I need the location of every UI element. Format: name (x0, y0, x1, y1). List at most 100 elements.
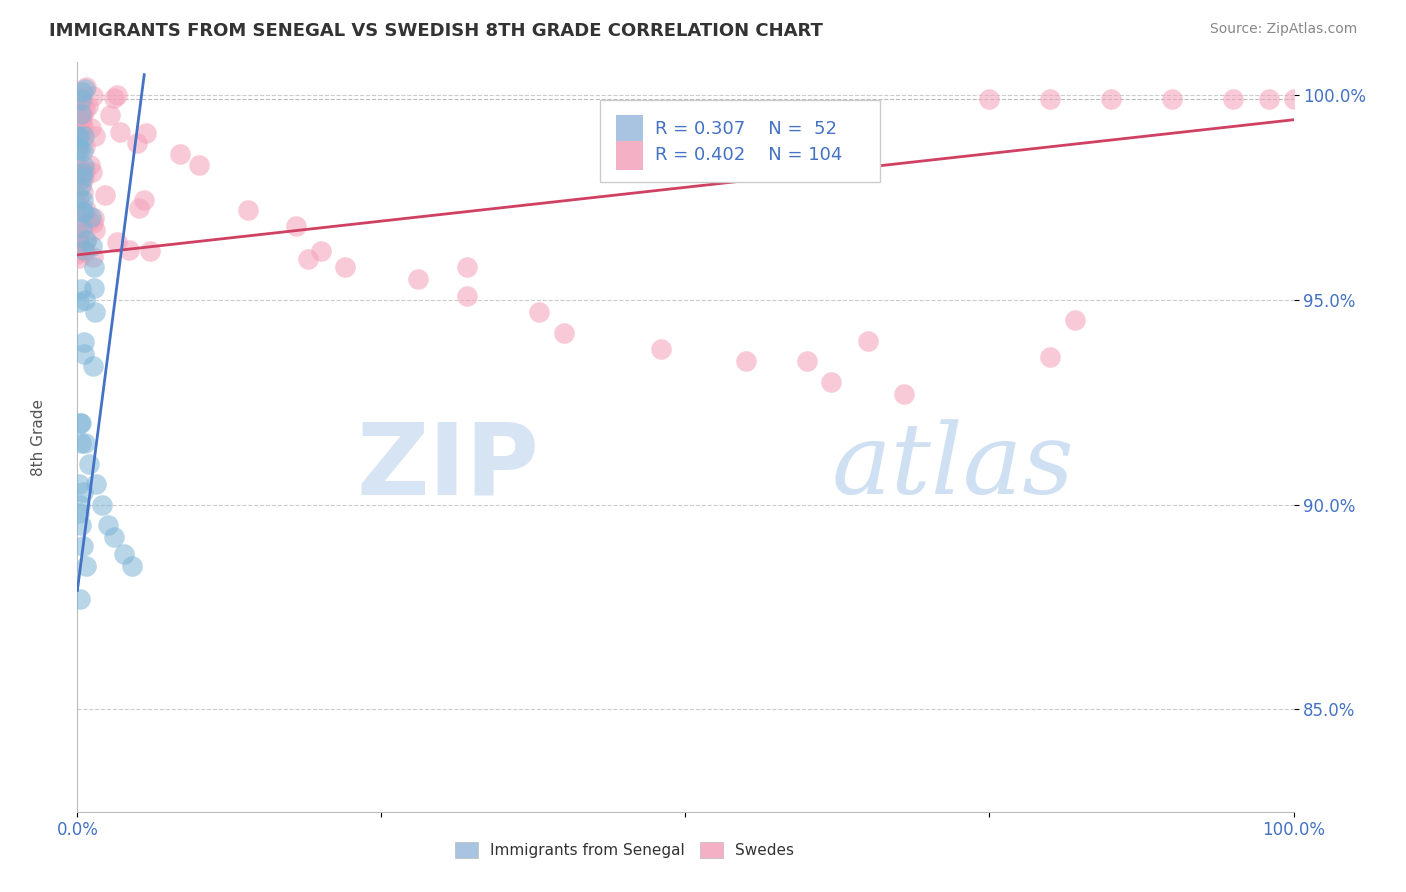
Point (138, 244, 160, 258)
Point (66, 233, 89, 247)
Point (67, 110, 90, 124)
Point (75, 233, 97, 247)
Text: IMMIGRANTS FROM SENEGAL VS SWEDISH 8TH GRADE CORRELATION CHART: IMMIGRANTS FROM SENEGAL VS SWEDISH 8TH G… (49, 22, 823, 40)
Point (70, 109, 93, 123)
Point (70, 95, 93, 109)
Point (70, 221, 93, 235)
Point (796, 354, 818, 368)
Point (72, 166, 94, 180)
Point (67, 506, 90, 520)
Point (70, 93, 93, 107)
Point (83, 260, 105, 274)
Point (83, 211, 105, 225)
Point (456, 260, 478, 275)
Point (127, 136, 149, 150)
Point (80, 238, 103, 252)
Point (82, 88, 104, 103)
Point (67, 477, 90, 491)
Point (1099, 92, 1122, 106)
Point (309, 244, 332, 258)
Point (70, 518, 93, 533)
Point (1039, 350, 1062, 364)
Point (67, 141, 90, 155)
Point (105, 88, 128, 103)
Point (66, 169, 89, 183)
Point (66, 197, 89, 211)
Point (75, 80, 97, 95)
Text: 8th Grade: 8th Grade (31, 399, 46, 475)
Point (69, 107, 91, 121)
Point (66, 159, 89, 173)
Point (72, 145, 94, 159)
Point (1161, 92, 1184, 106)
Point (70, 125, 93, 139)
Point (83, 223, 105, 237)
Point (285, 219, 308, 234)
Point (1063, 313, 1085, 327)
Point (73, 171, 96, 186)
FancyBboxPatch shape (600, 100, 880, 182)
Point (73, 159, 96, 173)
Text: ZIP: ZIP (357, 418, 540, 516)
Point (72, 108, 94, 122)
Point (69, 591, 91, 606)
Point (529, 305, 551, 319)
Point (70, 161, 93, 176)
Point (66, 247, 89, 261)
Point (69, 115, 91, 129)
Bar (616, 115, 643, 144)
Point (72, 193, 94, 207)
Point (456, 289, 478, 303)
Point (79, 158, 101, 172)
Point (69, 416, 91, 430)
Point (112, 547, 135, 561)
Point (67, 294, 90, 309)
Point (67, 219, 90, 233)
Point (132, 193, 155, 207)
Point (73, 347, 96, 361)
Point (73, 129, 96, 144)
Point (1282, 92, 1305, 106)
Point (70, 103, 93, 117)
Point (650, 342, 672, 356)
Point (75, 203, 97, 218)
Point (73, 436, 96, 450)
Point (856, 334, 879, 348)
Point (72, 185, 94, 199)
Point (75, 234, 97, 248)
Point (103, 91, 125, 105)
Point (77, 215, 100, 229)
Point (66, 129, 89, 144)
Point (72, 485, 94, 500)
Text: R = 0.307    N =  52: R = 0.307 N = 52 (655, 120, 837, 138)
Point (69, 111, 91, 125)
Point (75, 293, 97, 308)
Point (188, 158, 211, 172)
Point (70, 169, 93, 183)
Point (553, 326, 575, 340)
Point (84, 477, 107, 491)
Point (66, 164, 89, 178)
Point (406, 272, 429, 286)
Point (73, 139, 96, 153)
Point (105, 235, 128, 249)
Point (70, 416, 93, 430)
Bar (616, 141, 643, 169)
Point (72, 119, 94, 133)
Point (1222, 92, 1244, 106)
Point (70, 203, 93, 218)
Point (84, 305, 107, 319)
Point (70, 179, 93, 194)
Point (979, 92, 1001, 106)
Point (67, 251, 90, 265)
Point (73, 102, 96, 116)
Point (77, 98, 100, 112)
Point (66, 169, 89, 184)
Point (84, 128, 107, 143)
Point (67, 231, 90, 245)
Point (72, 539, 94, 553)
Point (73, 204, 96, 219)
Point (135, 126, 157, 140)
Point (121, 559, 143, 574)
Point (67, 115, 90, 129)
